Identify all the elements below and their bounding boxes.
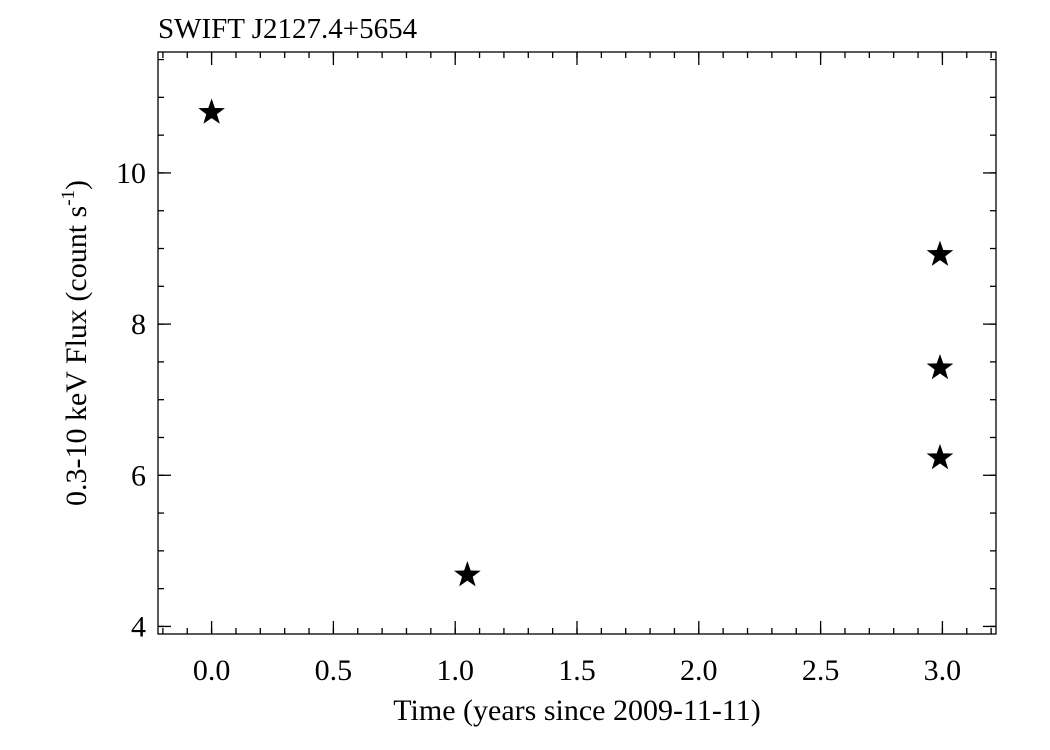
y-axis-label-superscript: -1 (58, 190, 79, 206)
plot-frame (157, 51, 997, 635)
data-point-star (926, 353, 954, 380)
data-points (198, 98, 954, 587)
y-tick-label: 4 (131, 610, 146, 643)
x-axis-label: Time (years since 2009-11-11) (393, 694, 760, 727)
y-tick-label: 10 (116, 157, 146, 190)
data-point-star (198, 98, 225, 124)
x-tick-label: 1.5 (558, 654, 596, 687)
x-tick-label: 0.5 (315, 654, 353, 687)
y-axis-tick-labels: 4 6 8 10 (116, 157, 146, 644)
x-tick-label: 2.5 (802, 654, 840, 687)
x-axis-ticks (162, 52, 992, 634)
data-point-star (926, 443, 954, 470)
y-axis-ticks (158, 58, 996, 628)
y-tick-label: 6 (131, 459, 146, 492)
chart-title: SWIFT J2127.4+5654 (158, 13, 418, 45)
y-axis-label-close: ) (60, 180, 93, 190)
y-axis-label-main: 0.3-10 keV Flux (count s (60, 206, 93, 506)
data-point-star (454, 561, 481, 587)
y-tick-label: 8 (131, 308, 146, 341)
x-tick-label: 1.0 (436, 654, 474, 687)
x-tick-label: 0.0 (193, 654, 231, 687)
y-axis-label: 0.3-10 keV Flux (count s-1) (58, 180, 93, 506)
x-axis-tick-labels: 0.0 0.5 1.0 1.5 2.0 2.5 3.0 (193, 654, 961, 687)
x-tick-label: 2.0 (680, 654, 718, 687)
data-point-star (926, 240, 954, 266)
x-tick-label: 3.0 (924, 654, 962, 687)
